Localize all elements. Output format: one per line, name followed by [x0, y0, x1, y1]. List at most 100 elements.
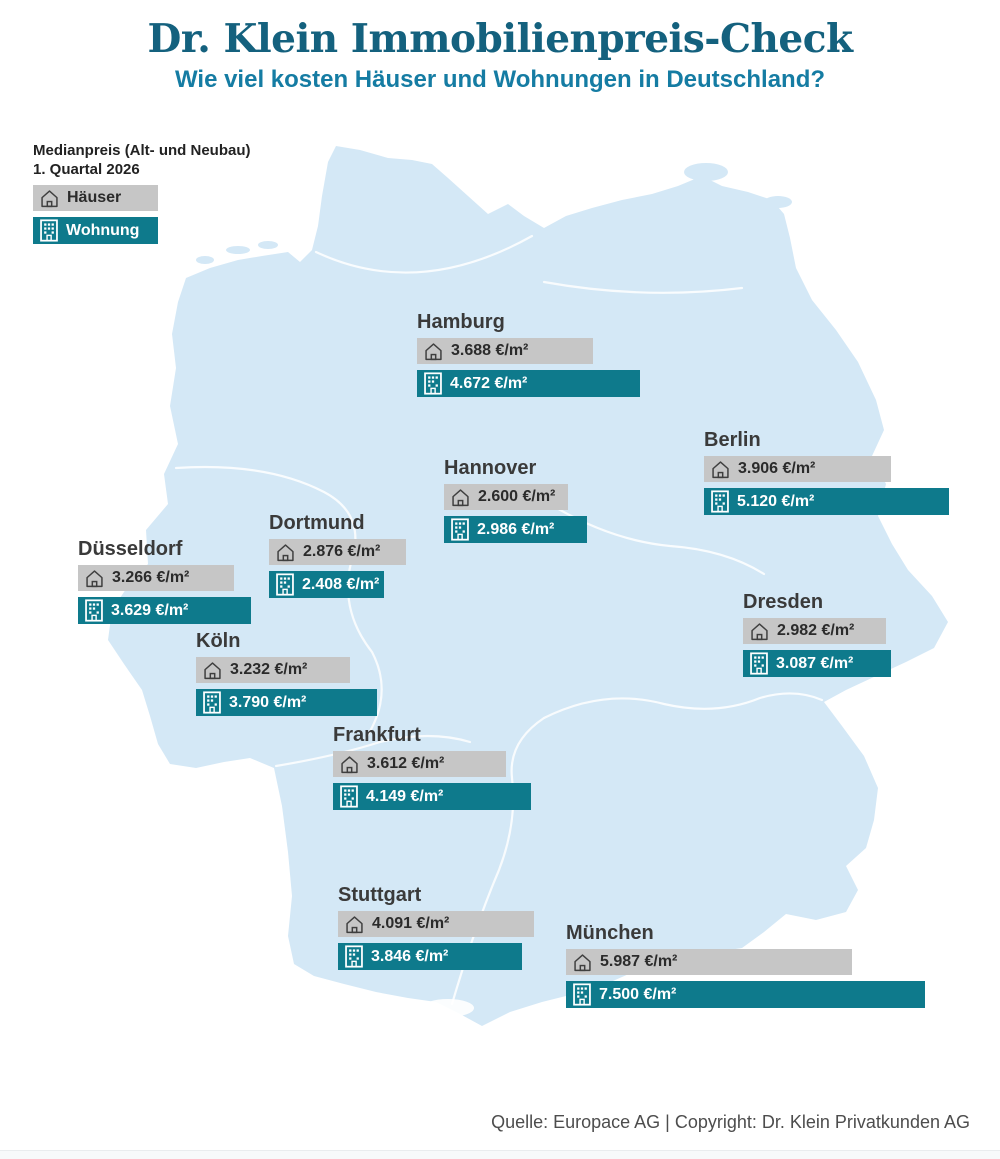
house-icon	[341, 755, 358, 773]
city-group: Berlin 3.906 €/m² 5.120 €/m²	[704, 429, 949, 521]
house-price-value: 4.091 €/m²	[372, 915, 450, 932]
apartment-icon	[85, 599, 103, 622]
city-label: Frankfurt	[333, 724, 421, 746]
city-label: Düsseldorf	[78, 538, 183, 560]
house-icon	[425, 342, 442, 360]
house-price-value: 2.600 €/m²	[478, 488, 556, 505]
legend: Medianpreis (Alt- und Neubau) 1. Quartal…	[33, 141, 251, 244]
city-label: Berlin	[704, 429, 761, 451]
house-price-bar: 2.600 €/m²	[444, 484, 568, 510]
house-price-bar: 3.612 €/m²	[333, 751, 506, 777]
city-group: München 5.987 €/m² 7.500 €/m²	[566, 922, 925, 1014]
island	[684, 163, 728, 181]
house-icon	[751, 622, 768, 640]
apartment-price-bar: 3.087 €/m²	[743, 650, 891, 677]
city-group: Dresden 2.982 €/m² 3.087 €/m²	[743, 591, 891, 683]
apartment-price-value: 3.087 €/m²	[776, 654, 854, 672]
city-label: Dresden	[743, 591, 824, 613]
city-label: Stuttgart	[338, 884, 422, 906]
apartment-price-bar: 3.846 €/m²	[338, 943, 522, 970]
city-group: Düsseldorf 3.266 €/m² 3.629 €/m²	[78, 538, 251, 630]
city-group: Hannover 2.600 €/m² 2.986 €/m²	[444, 457, 587, 549]
apartment-price-bar: 7.500 €/m²	[566, 981, 925, 1008]
city-label: Hannover	[444, 457, 537, 479]
house-icon	[86, 569, 103, 587]
house-price-bar: 5.987 €/m²	[566, 949, 852, 975]
house-price-value: 3.612 €/m²	[367, 755, 445, 772]
legend-caption-line1: Medianpreis (Alt- und Neubau)	[33, 142, 251, 159]
apartment-price-value: 7.500 €/m²	[599, 985, 677, 1003]
apartment-price-value: 3.790 €/m²	[229, 693, 307, 711]
city-label: Hamburg	[417, 311, 505, 333]
house-price-bar: 3.906 €/m²	[704, 456, 891, 482]
island	[196, 256, 214, 264]
apartment-price-bar: 4.149 €/m²	[333, 783, 531, 810]
apartment-price-bar: 3.629 €/m²	[78, 597, 251, 624]
apartment-price-bar: 5.120 €/m²	[704, 488, 949, 515]
house-price-value: 3.688 €/m²	[451, 342, 529, 359]
house-icon	[346, 915, 363, 933]
city-group: Stuttgart 4.091 €/m² 3.846 €/m²	[338, 884, 534, 976]
city-label: München	[566, 922, 654, 944]
house-icon	[712, 460, 729, 478]
legend-apartment-swatch: Wohnung	[33, 217, 158, 244]
island	[258, 241, 278, 249]
house-icon	[452, 488, 469, 506]
city-group: Dortmund 2.876 €/m² 2.408 €/m²	[269, 512, 406, 604]
apartment-icon	[40, 219, 58, 242]
house-price-bar: 3.688 €/m²	[417, 338, 593, 364]
house-price-bar: 2.982 €/m²	[743, 618, 886, 644]
apartment-icon	[424, 372, 442, 395]
house-price-value: 3.266 €/m²	[112, 569, 190, 586]
apartment-icon	[711, 490, 729, 513]
city-group: Frankfurt 3.612 €/m² 4.149 €/m²	[333, 724, 531, 816]
city-label: Köln	[196, 630, 241, 652]
house-price-bar: 4.091 €/m²	[338, 911, 534, 937]
apartment-icon	[345, 945, 363, 968]
house-icon	[204, 661, 221, 679]
apartment-price-value: 4.149 €/m²	[366, 787, 444, 805]
lake-constance	[422, 999, 474, 1017]
apartment-price-value: 4.672 €/m²	[450, 374, 528, 392]
house-price-value: 3.906 €/m²	[738, 460, 816, 477]
city-group: Köln 3.232 €/m² 3.790 €/m²	[196, 630, 377, 722]
city-label: Dortmund	[269, 512, 365, 534]
apartment-icon	[451, 518, 469, 541]
apartment-icon	[203, 691, 221, 714]
state-borders	[174, 234, 824, 1006]
house-price-value: 2.876 €/m²	[303, 543, 381, 560]
house-price-bar: 3.266 €/m²	[78, 565, 234, 591]
apartment-icon	[340, 785, 358, 808]
apartment-price-value: 2.408 €/m²	[302, 575, 380, 593]
apartment-icon	[573, 983, 591, 1006]
page-title: Dr. Klein Immobilienpreis-Check	[147, 16, 853, 62]
legend-houses-label: Häuser	[67, 189, 122, 206]
header: Dr. Klein Immobilienpreis-Check Wie viel…	[0, 0, 1000, 94]
source-credit: Quelle: Europace AG | Copyright: Dr. Kle…	[491, 1112, 970, 1132]
apartment-price-value: 5.120 €/m²	[737, 492, 815, 510]
house-icon	[277, 543, 294, 561]
apartment-price-bar: 2.408 €/m²	[269, 571, 384, 598]
apartment-price-bar: 4.672 €/m²	[417, 370, 640, 397]
island	[764, 196, 792, 208]
apartment-icon	[276, 573, 294, 596]
legend-caption-line2: 1. Quartal 2026	[33, 161, 140, 178]
legend-houses-swatch: Häuser	[33, 185, 158, 211]
apartment-price-value: 3.846 €/m²	[371, 947, 449, 965]
house-price-value: 2.982 €/m²	[777, 622, 855, 639]
page-subtitle: Wie viel kosten Häuser und Wohnungen in …	[174, 66, 826, 93]
city-group: Hamburg 3.688 €/m² 4.672 €/m²	[417, 311, 640, 403]
apartment-price-bar: 3.790 €/m²	[196, 689, 377, 716]
bottom-strip	[0, 1150, 1000, 1159]
house-price-value: 5.987 €/m²	[600, 953, 678, 970]
house-price-bar: 2.876 €/m²	[269, 539, 406, 565]
house-price-bar: 3.232 €/m²	[196, 657, 350, 683]
house-price-value: 3.232 €/m²	[230, 661, 308, 678]
apartment-price-value: 2.986 €/m²	[477, 520, 555, 538]
germany-outline	[108, 146, 948, 1026]
apartment-icon	[750, 652, 768, 675]
island	[226, 246, 250, 254]
house-icon	[574, 953, 591, 971]
